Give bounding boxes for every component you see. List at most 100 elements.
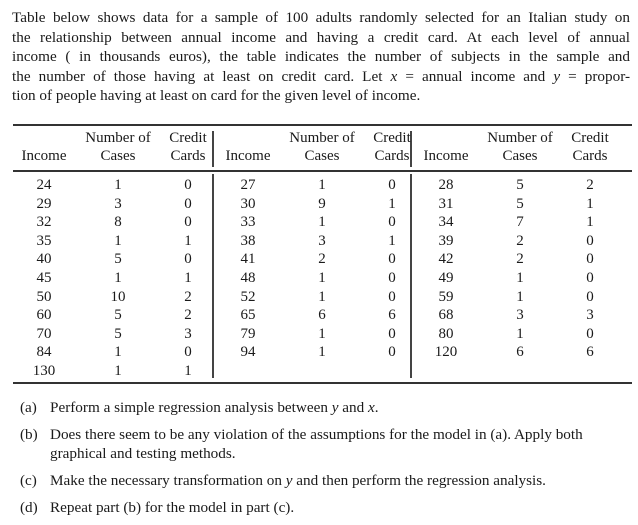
table-cell-cases: 1 <box>516 288 524 305</box>
table-cell-cards: 1 <box>184 363 192 379</box>
header-line-bottom: Cards <box>572 148 608 164</box>
question-d: (d) Repeat part (b) for the model in par… <box>20 498 620 517</box>
table-cell-income: 48 <box>240 270 256 286</box>
table-cell-income: 31 <box>438 195 454 212</box>
table-cell-income: 30 <box>240 195 256 212</box>
table-cell-income: 38 <box>240 232 256 249</box>
math-var-x: x <box>390 67 398 85</box>
header-line-bottom: Income <box>21 148 67 164</box>
table-cell-income: 65 <box>240 307 256 324</box>
table-cell-cases: 6 <box>516 344 524 361</box>
table-cell-cases: 2 <box>318 251 326 268</box>
table-cell-income: 28 <box>438 177 454 193</box>
table-cell-cases: 6 <box>318 307 326 324</box>
problem-statement: Table below shows data for a sample of 1… <box>12 8 630 106</box>
column-divider <box>410 174 412 378</box>
table-cell-income: 60 <box>36 307 52 324</box>
table-cell-cases: 5 <box>516 177 524 193</box>
table-cell-income: 29 <box>36 195 52 212</box>
intro-line-5: tion of people having at least on card f… <box>12 87 421 105</box>
table-cell-income: 50 <box>36 288 52 305</box>
table-bottom-rule <box>13 382 632 384</box>
question-label: (a) <box>20 399 37 416</box>
table-cell-cases: 1 <box>114 270 122 286</box>
table-cell-income: 130 <box>32 363 56 379</box>
table-cell-cards: 0 <box>184 177 192 193</box>
table-cell-cards: 0 <box>586 251 594 268</box>
column-header-cards: Credit Cards <box>545 129 635 165</box>
table-cell-income: 49 <box>438 270 454 286</box>
math-var-y: y <box>553 67 561 85</box>
table-cell-cards: 6 <box>388 307 396 324</box>
intro-line-4: the number of those having at least on c… <box>12 67 630 87</box>
table-header-rule <box>13 170 632 172</box>
question-text: . <box>374 399 379 416</box>
math-var-x: x <box>368 399 375 416</box>
table-cell-cards: 2 <box>586 177 594 193</box>
column-header-income: Income <box>203 129 293 165</box>
table-cell-income: 52 <box>240 288 256 305</box>
table-cell-cards: 1 <box>388 195 396 212</box>
table-cell-cases: 5 <box>516 195 524 212</box>
table-cell-cases: 1 <box>516 270 524 286</box>
table-cell-cards: 3 <box>586 307 594 324</box>
question-label: (b) <box>20 426 38 443</box>
table-cell-cards: 0 <box>184 214 192 231</box>
column-header-cards: Credit Cards <box>143 129 233 165</box>
table-cell-income: 39 <box>438 232 454 249</box>
header-line-top: Number of <box>85 130 151 146</box>
table-cell-income: 34 <box>438 214 454 231</box>
intro-line-4-mid: = annual income and <box>397 67 554 85</box>
table-cell-cases: 1 <box>516 325 524 342</box>
intro-line-4-end: = propor- <box>560 67 631 85</box>
table-cell-income: 33 <box>240 214 256 231</box>
table-cell-cards: 0 <box>388 270 396 286</box>
table-cell-cards: 0 <box>388 177 396 193</box>
math-var-y: y <box>331 399 339 416</box>
table-cell-cards: 0 <box>586 232 594 249</box>
table-cell-income: 79 <box>240 325 256 342</box>
header-line-bottom: Cards <box>170 148 206 164</box>
table-cell-cards: 2 <box>184 288 192 305</box>
table-cell-income: 68 <box>438 307 454 324</box>
table-cell-cards: 2 <box>184 307 192 324</box>
table-cell-cases: 5 <box>114 307 122 324</box>
table-cell-cases: 2 <box>516 232 524 249</box>
table-cell-income: 32 <box>36 214 52 231</box>
table-cell-cards: 0 <box>586 325 594 342</box>
table-cell-cases: 1 <box>114 232 122 249</box>
table-cell-cases: 3 <box>318 232 326 249</box>
table-cell-cards: 1 <box>184 270 192 286</box>
intro-line-4-start: the number of those having at least on c… <box>12 67 383 85</box>
table-cell-income: 84 <box>36 344 52 361</box>
intro-line-2: the relationship between annual income a… <box>12 28 630 46</box>
column-header-cases: Number of Cases <box>73 129 163 165</box>
table-cell-cards: 0 <box>388 288 396 305</box>
question-b: (b) Does there seem to be any violation … <box>20 425 620 463</box>
table-cell-cards: 0 <box>586 270 594 286</box>
table-cell-income: 45 <box>36 270 52 286</box>
table-cell-cases: 1 <box>114 363 122 379</box>
column-divider <box>410 131 412 167</box>
question-text: Repeat part (b) for the model in part (c… <box>50 499 295 516</box>
table-cell-income: 27 <box>240 177 256 193</box>
table-cell-cards: 0 <box>388 214 396 231</box>
header-line-top: Number of <box>289 130 355 146</box>
question-text: Make the necessary transformation on <box>50 472 286 489</box>
question-c: (c) Make the necessary transformation on… <box>20 471 620 490</box>
intro-line-1: Table below shows data for a sample of 1… <box>12 9 630 26</box>
table-cell-income: 120 <box>434 344 458 361</box>
table-cell-cases: 3 <box>516 307 524 324</box>
table-cell-cases: 10 <box>110 288 126 305</box>
header-line-top: Credit <box>169 130 207 146</box>
header-line-top: Credit <box>571 130 609 146</box>
header-line-bottom: Income <box>225 148 271 164</box>
question-text: Perform a simple regression analysis bet… <box>50 399 332 416</box>
table-cell-cases: 8 <box>114 214 122 231</box>
table-cell-income: 40 <box>36 251 52 268</box>
table-cell-income: 35 <box>36 232 52 249</box>
table-cell-cases: 5 <box>114 251 122 268</box>
column-divider <box>212 131 214 167</box>
column-divider <box>212 174 214 378</box>
table-cell-cards: 1 <box>586 195 594 212</box>
